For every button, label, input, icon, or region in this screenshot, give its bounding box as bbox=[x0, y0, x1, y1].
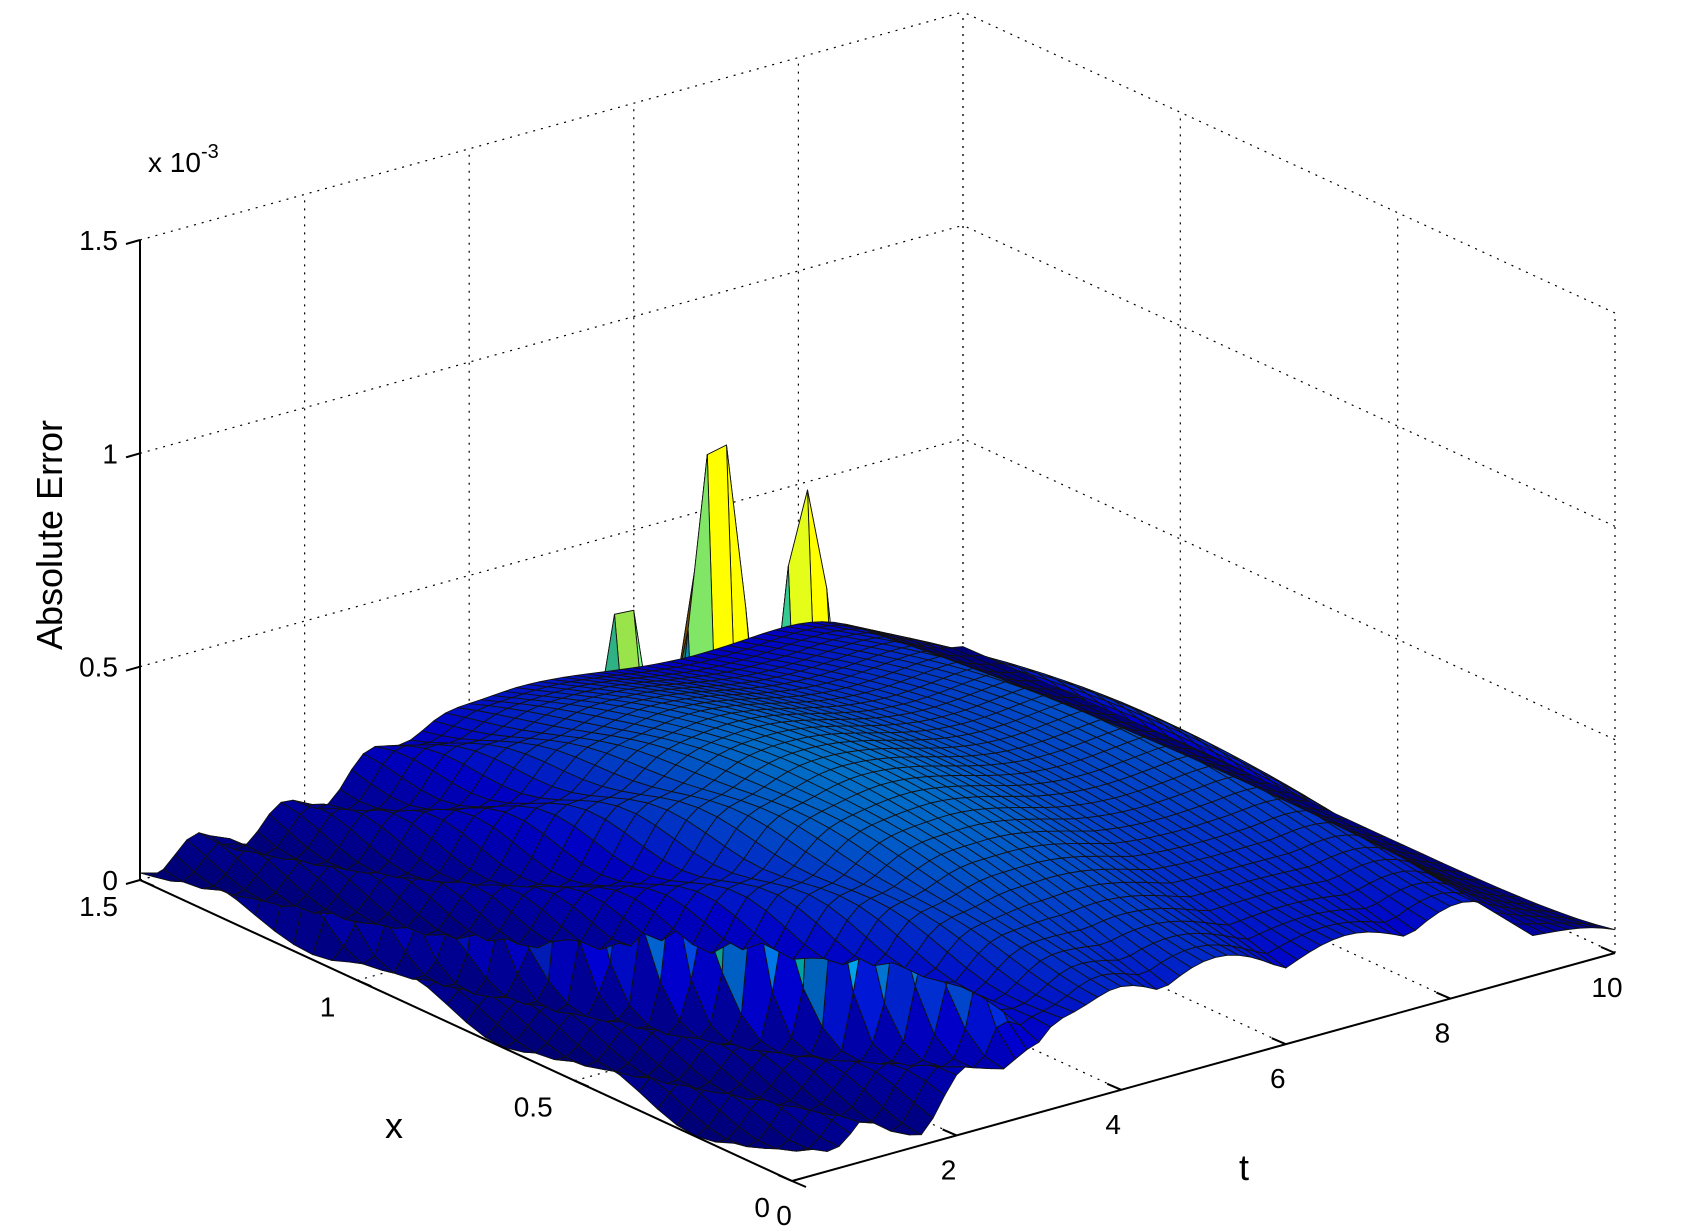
x-tick-label: 0.5 bbox=[514, 1092, 553, 1123]
z-tick-mark bbox=[125, 239, 141, 245]
axes-layer bbox=[125, 239, 1616, 1188]
x-tick-mark bbox=[356, 979, 372, 988]
surface-facet bbox=[950, 646, 983, 657]
t-tick-mark bbox=[1271, 1037, 1287, 1046]
t-tick-label: 4 bbox=[1105, 1109, 1121, 1140]
z-tick-mark bbox=[125, 452, 141, 459]
z-tick-label: 0 bbox=[102, 865, 118, 896]
t-tick-label: 8 bbox=[1435, 1018, 1451, 1049]
x-axis-title: t bbox=[1239, 1147, 1249, 1188]
t-tick-label: 10 bbox=[1591, 972, 1622, 1003]
z-exponent-power: -3 bbox=[201, 141, 219, 163]
z-exponent-label: x 10-3 bbox=[148, 141, 219, 178]
y-axis-title: x bbox=[385, 1105, 403, 1146]
x-tick-mark bbox=[791, 1180, 807, 1188]
grid-line-z-side bbox=[962, 224, 1616, 527]
t-tick-mark bbox=[1106, 1082, 1122, 1091]
t-tick-mark bbox=[1600, 946, 1616, 954]
z-tick-label: 1.5 bbox=[79, 225, 118, 256]
x-tick-mark bbox=[574, 1079, 590, 1088]
t-tick-label: 2 bbox=[941, 1154, 957, 1185]
z-tick-mark bbox=[125, 665, 141, 672]
t-axis-line bbox=[791, 952, 1616, 1182]
grid-line-z-back bbox=[139, 224, 964, 454]
x-axis-line bbox=[139, 879, 793, 1182]
z-axis-title: Absolute Error bbox=[29, 420, 70, 650]
labels-layer: Absolute Error t x x 10-3 024681000.511.… bbox=[29, 141, 1623, 1231]
x-tick-mark bbox=[139, 879, 155, 887]
z-tick-label: 1 bbox=[102, 438, 118, 469]
x-tick-label: 1 bbox=[320, 991, 336, 1022]
t-tick-label: 6 bbox=[1270, 1063, 1286, 1094]
t-tick-mark bbox=[942, 1128, 957, 1137]
x-tick-label: 0 bbox=[754, 1192, 770, 1223]
grid-line-z-back bbox=[139, 11, 964, 241]
t-tick-mark bbox=[777, 1174, 793, 1182]
z-tick-label: 0.5 bbox=[79, 652, 118, 683]
x-tick-label: 1.5 bbox=[79, 891, 118, 922]
z-tick-mark bbox=[125, 879, 141, 885]
t-tick-mark bbox=[1436, 991, 1451, 1000]
surface-layer bbox=[139, 444, 1616, 1152]
t-tick-label: 0 bbox=[776, 1200, 792, 1231]
grid-line-z-side bbox=[962, 11, 1616, 314]
